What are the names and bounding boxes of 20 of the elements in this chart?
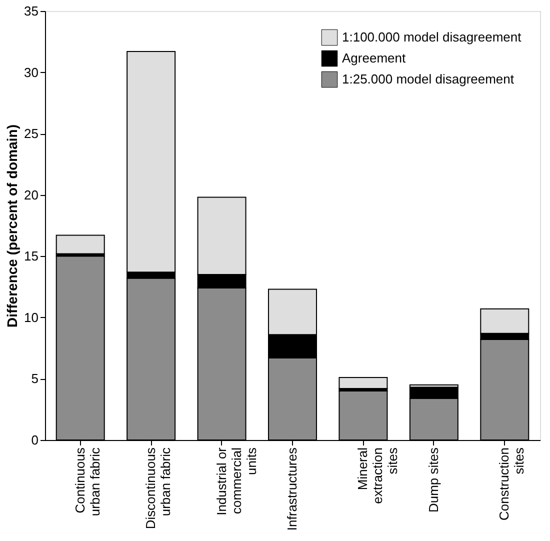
y-tick-label: 5 [31, 371, 38, 386]
x-tick-label: Dump sites [426, 447, 441, 513]
bar [56, 234, 105, 254]
x-tick-label: Industrial or commercial units [214, 446, 259, 516]
y-tick-label: 10 [24, 310, 38, 325]
y-tick-label: 20 [24, 187, 38, 202]
x-tick-label: Mineral extraction sites [355, 447, 400, 504]
y-tick-label: 25 [24, 126, 38, 142]
x-tick-label: Construction sites [496, 447, 527, 520]
x-tick-label: Continuous urban fabric [72, 447, 102, 516]
y-tick-label: 30 [24, 64, 38, 80]
legend-label: 1:100.000 model disagreement [342, 30, 522, 44]
y-tick-label: 15 [24, 248, 38, 264]
bar [338, 376, 388, 390]
legend-label: Agreement [342, 50, 406, 66]
y-tick-label: 35 [24, 4, 38, 18]
x-tick-label: Infrastructures [284, 447, 300, 531]
y-tick-label: 0 [31, 432, 38, 448]
y-axis-title: Difference (percent of domain) [4, 124, 20, 328]
legend-label: 1:25.000 model disagreement [342, 72, 514, 86]
